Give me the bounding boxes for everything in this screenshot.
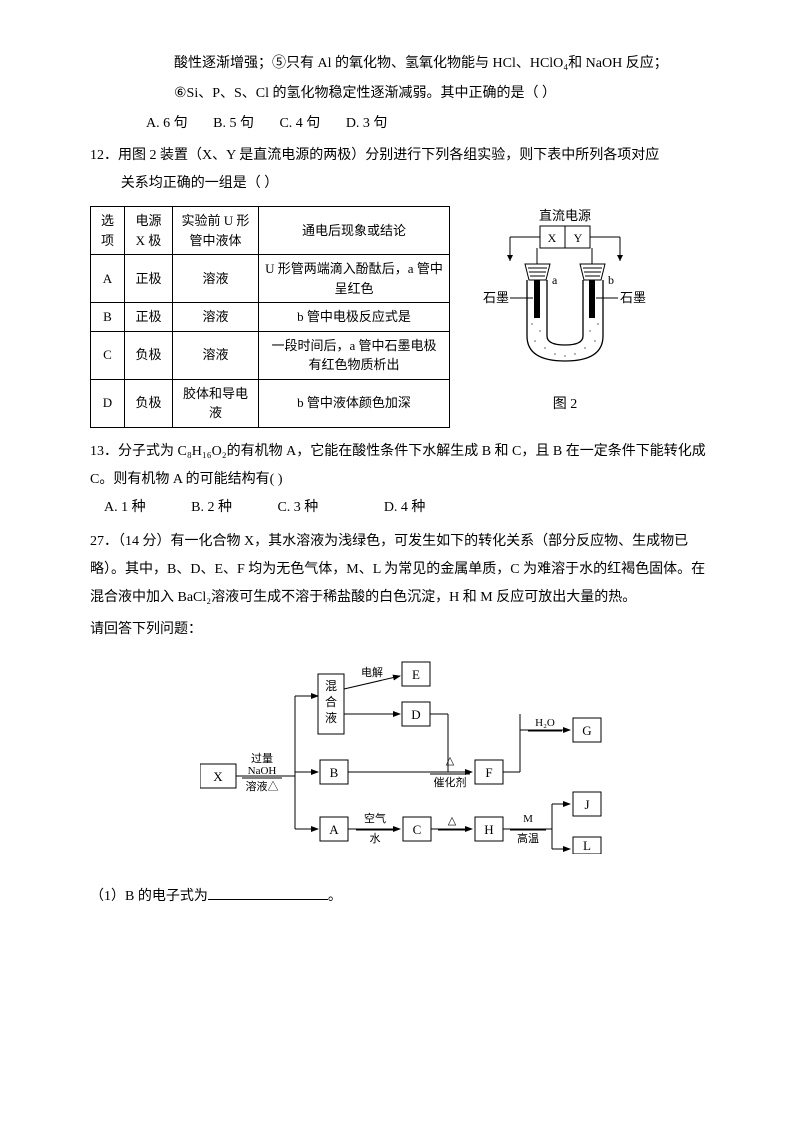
box-x: X xyxy=(213,769,223,784)
box-b: B xyxy=(330,765,339,780)
cell: b 管中电极反应式是 xyxy=(259,303,450,332)
box-a: A xyxy=(329,822,339,837)
q13-choice-b: B. 2 种 xyxy=(191,500,232,515)
naoh-sol: 溶液△ xyxy=(246,779,279,793)
box-e: E xyxy=(412,667,420,682)
cell: D xyxy=(91,379,125,427)
a-label: a xyxy=(552,273,558,287)
cell: 一段时间后，a 管中石墨电极有红色物质析出 xyxy=(259,331,450,379)
h2o-label: H₂O xyxy=(535,717,555,729)
q11-choice-b: B. 5 句 xyxy=(213,116,254,131)
cell: 溶液 xyxy=(173,303,259,332)
m-label: M xyxy=(523,813,533,825)
cell: U 形管两端滴入酚酞后，a 管中呈红色 xyxy=(259,255,450,303)
q12-stem: 12．用图 2 装置（X、Y 是直流电源的两极）分别进行下列各组实验，则下表中所… xyxy=(90,142,710,198)
q13-choice-a: A. 1 种 xyxy=(104,500,146,515)
flow-diagram: X 过量 NaOH 溶液△ 混 合 液 电解 E D B △ 催化剂 F H₂O… xyxy=(200,654,710,865)
figure-2: 直流电源 X Y xyxy=(480,206,650,419)
x-label: X xyxy=(548,231,557,245)
cell: A xyxy=(91,255,125,303)
hightemp-label: 高温 xyxy=(517,831,539,845)
box-g: G xyxy=(582,723,591,738)
th-option: 选项 xyxy=(91,207,125,255)
table-row: A 正极 溶液 U 形管两端滴入酚酞后，a 管中呈红色 xyxy=(91,255,450,303)
q27-sub1: （1）B 的电子式为 。 xyxy=(90,883,710,911)
q13-choice-d: D. 4 种 xyxy=(384,500,426,515)
left-graphite: 石墨 xyxy=(483,290,509,305)
cell: C xyxy=(91,331,125,379)
naoh-bot: NaOH xyxy=(248,765,277,777)
table-header-row: 选项 电源X 极 实验前 U 形管中液体 通电后现象或结论 xyxy=(91,207,450,255)
cell: B xyxy=(91,303,125,332)
air-label: 空气 xyxy=(364,811,386,825)
box-h: H xyxy=(484,822,493,837)
q11-choice-a: A. 6 句 xyxy=(146,116,188,131)
cell: 负极 xyxy=(125,379,173,427)
q12-stem-line1: 12．用图 2 装置（X、Y 是直流电源的两极）分别进行下列各组实验，则下表中所… xyxy=(90,148,659,163)
b-label: b xyxy=(608,273,614,287)
th-liquid: 实验前 U 形管中液体 xyxy=(173,207,259,255)
q13-choices: A. 1 种 B. 2 种 C. 3 种 D. 4 种 xyxy=(104,494,710,522)
mix-1: 混 xyxy=(325,679,337,693)
mix-3: 液 xyxy=(325,710,337,725)
cell: 溶液 xyxy=(173,331,259,379)
th-xpole: 电源X 极 xyxy=(125,207,173,255)
q11-choices: A. 6 句 B. 5 句 C. 4 句 D. 3 句 xyxy=(146,110,710,138)
utube-diagram: 直流电源 X Y xyxy=(480,206,650,376)
table-row: B 正极 溶液 b 管中电极反应式是 xyxy=(91,303,450,332)
cell: b 管中液体颜色加深 xyxy=(259,379,450,427)
q12-table: 选项 电源X 极 实验前 U 形管中液体 通电后现象或结论 A 正极 溶液 U … xyxy=(90,206,450,428)
q11-line2: ⑥Si、P、S、Cl 的氢化物稳定性逐渐减弱。其中正确的是（ ） xyxy=(146,80,710,108)
q13-choice-c: C. 3 种 xyxy=(277,500,318,515)
y-label: Y xyxy=(574,231,583,245)
tri-1: △ xyxy=(446,755,455,767)
catalyst-label: 催化剂 xyxy=(434,775,467,789)
electro-label: 电解 xyxy=(361,665,383,679)
box-d: D xyxy=(411,707,420,722)
figure-2-caption: 图 2 xyxy=(480,391,650,419)
tri-2: △ xyxy=(448,815,457,827)
box-j: J xyxy=(584,797,589,812)
box-c: C xyxy=(413,822,422,837)
table-row: C 负极 溶液 一段时间后，a 管中石墨电极有红色物质析出 xyxy=(91,331,450,379)
q12-stem-line2: 关系均正确的一组是（ ） xyxy=(121,170,710,198)
q11-choice-c: C. 4 句 xyxy=(279,116,320,131)
table-row: D 负极 胶体和导电液 b 管中液体颜色加深 xyxy=(91,379,450,427)
q11-choice-d: D. 3 句 xyxy=(346,116,388,131)
right-graphite: 石墨 xyxy=(620,290,646,305)
box-l: L xyxy=(583,838,591,853)
cell: 正极 xyxy=(125,303,173,332)
q27-answer-prompt: 请回答下列问题： xyxy=(90,616,710,644)
q13-stem: 13．分子式为 C₈H₁₆O₂的有机物 A，它能在酸性条件下水解生成 B 和 C… xyxy=(90,438,710,494)
blank-line xyxy=(208,887,328,900)
q27-sub1-text: （1）B 的电子式为 xyxy=(90,889,208,904)
naoh-top: 过量 xyxy=(251,752,273,765)
q11-line1: 酸性逐渐增强；⑤只有 Al 的氧化物、氢氧化物能与 HCl、HClO₄和 NaO… xyxy=(146,50,710,78)
q27-stem: 27．（14 分）有一化合物 X，其水溶液为浅绿色，可发生如下的转化关系（部分反… xyxy=(90,528,710,612)
cell: 正极 xyxy=(125,255,173,303)
water-label: 水 xyxy=(370,832,381,845)
box-f: F xyxy=(485,765,492,780)
cell: 负极 xyxy=(125,331,173,379)
q27-sub1-period: 。 xyxy=(328,889,342,904)
dc-label: 直流电源 xyxy=(539,208,591,223)
mix-2: 合 xyxy=(325,694,337,709)
th-result: 通电后现象或结论 xyxy=(259,207,450,255)
cell: 胶体和导电液 xyxy=(173,379,259,427)
cell: 溶液 xyxy=(173,255,259,303)
